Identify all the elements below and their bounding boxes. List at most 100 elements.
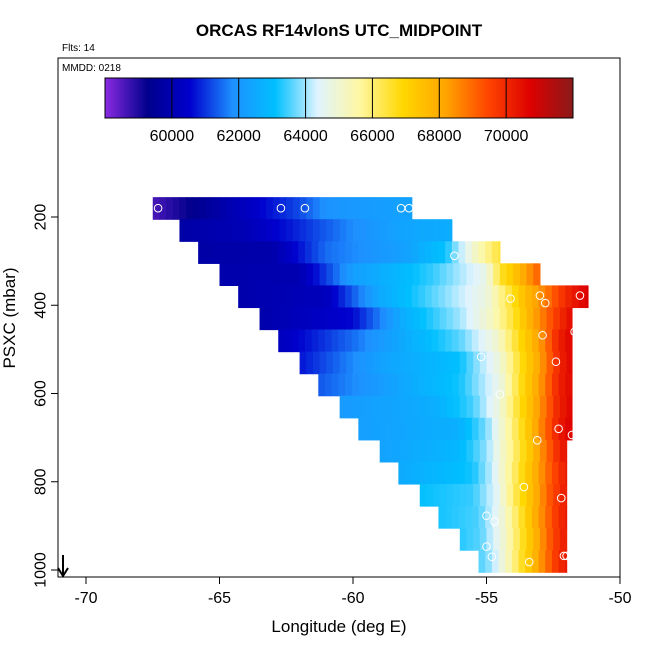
heatmap-cell: [365, 285, 373, 309]
heatmap-cell: [279, 219, 287, 242]
observation-marker: [404, 203, 414, 213]
heatmap-cell: [359, 197, 367, 220]
heatmap-cell: [499, 439, 508, 463]
heatmap-cell: [186, 219, 194, 242]
north-arrow-icon: [57, 555, 69, 578]
heatmap-cell: [198, 241, 206, 264]
heatmap-cell: [405, 329, 413, 353]
heatmap-cell: [525, 373, 533, 397]
heatmap-cell: [519, 483, 528, 507]
heatmap-cell: [306, 263, 314, 286]
heatmap-cell: [418, 285, 426, 309]
heatmap-cell: [553, 351, 561, 375]
heatmap-cell: [533, 351, 541, 375]
heatmap-cell: [406, 351, 414, 375]
heatmap-cell: [353, 307, 361, 331]
heatmap-cell: [398, 285, 406, 309]
colorbar-tick-label: 70000: [484, 128, 529, 145]
heatmap-cell: [506, 483, 514, 507]
heatmap-cell: [299, 263, 307, 286]
heatmap-cell: [391, 417, 399, 441]
heatmap-cell: [319, 351, 327, 375]
heatmap-cell: [565, 506, 568, 529]
heatmap-cell: [385, 329, 393, 353]
heatmap-cell: [379, 395, 387, 419]
heatmap-cell: [506, 351, 514, 375]
heatmap-cell: [366, 219, 374, 242]
colorbar-tick-label: 62000: [216, 128, 261, 145]
heatmap-cell: [259, 263, 267, 286]
heatmap-cell: [386, 263, 394, 286]
heatmap-cell: [486, 263, 494, 286]
heatmap-cell: [426, 219, 434, 242]
heatmap-cell: [486, 528, 494, 551]
observation-marker: [506, 294, 515, 303]
heatmap-cell: [526, 528, 534, 551]
heatmap-cell: [425, 241, 433, 264]
heatmap-cell: [286, 307, 294, 331]
heatmap-cell: [399, 197, 407, 220]
heatmap-cell: [431, 285, 440, 309]
heatmap-cell: [451, 461, 460, 485]
heatmap-cell: [406, 263, 414, 286]
heatmap-cell: [546, 528, 554, 551]
heatmap-cell: [445, 506, 453, 529]
heatmap-cell: [471, 417, 480, 441]
heatmap-cell: [459, 351, 468, 375]
heatmap-cell: [471, 241, 480, 264]
heatmap-cell: [324, 329, 333, 353]
heatmap-cell: [373, 263, 381, 286]
heatmap-cell: [565, 373, 573, 397]
heatmap-cell: [406, 439, 414, 463]
heatmap-cell: [485, 461, 493, 485]
heatmap-cell: [465, 461, 473, 485]
heatmap-cell: [471, 373, 480, 397]
heatmap-cell: [418, 373, 426, 397]
heatmap-cell: [426, 307, 434, 331]
heatmap-cell: [419, 483, 428, 507]
heatmap-cell: [445, 285, 453, 309]
heatmap-cell: [238, 241, 246, 264]
heatmap-cell: [559, 439, 568, 463]
heatmap-cell: [393, 439, 401, 463]
heatmap-cell: [258, 241, 266, 264]
heatmap-cell: [251, 241, 259, 264]
heatmap-cell: [419, 263, 428, 286]
heatmap-cell: [292, 197, 301, 220]
heatmap-cell: [466, 263, 474, 286]
heatmap-cell: [551, 506, 560, 529]
heatmap-cell: [519, 395, 528, 419]
heatmap-cell: [546, 395, 554, 419]
heatmap-cell: [506, 439, 514, 463]
heatmap-cell: [311, 329, 319, 353]
heatmap-cell: [473, 351, 481, 375]
heatmap-cell: [425, 461, 433, 485]
heatmap-cell: [411, 461, 420, 485]
heatmap-cell: [485, 417, 493, 441]
heatmap-cell: [391, 241, 399, 264]
heatmap-cell: [251, 285, 259, 309]
heatmap-cell: [531, 285, 540, 309]
heatmap-cell: [326, 307, 334, 331]
heatmap-cell: [391, 329, 399, 353]
heatmap-cell: [526, 263, 534, 286]
heatmap-cell: [332, 263, 341, 286]
heatmap-cell: [446, 307, 454, 331]
heatmap-cell: [479, 307, 488, 331]
heatmap-cell: [386, 219, 394, 242]
heatmap-cell: [558, 373, 566, 397]
observation-marker: [562, 551, 571, 561]
heatmap-cell: [386, 307, 394, 331]
heatmap-cell: [284, 329, 293, 353]
heatmap-cell: [418, 461, 426, 485]
heatmap-cell: [232, 219, 241, 242]
y-tick-label: 400: [33, 292, 50, 319]
heatmap-cell: [246, 263, 254, 286]
heatmap-cell: [478, 417, 486, 441]
heatmap-cell: [411, 241, 420, 264]
heatmap-cell: [518, 329, 526, 353]
heatmap-cell: [411, 417, 420, 441]
heatmap-cell: [366, 307, 374, 331]
heatmap-cell: [318, 329, 326, 353]
heatmap-cell: [566, 395, 573, 419]
